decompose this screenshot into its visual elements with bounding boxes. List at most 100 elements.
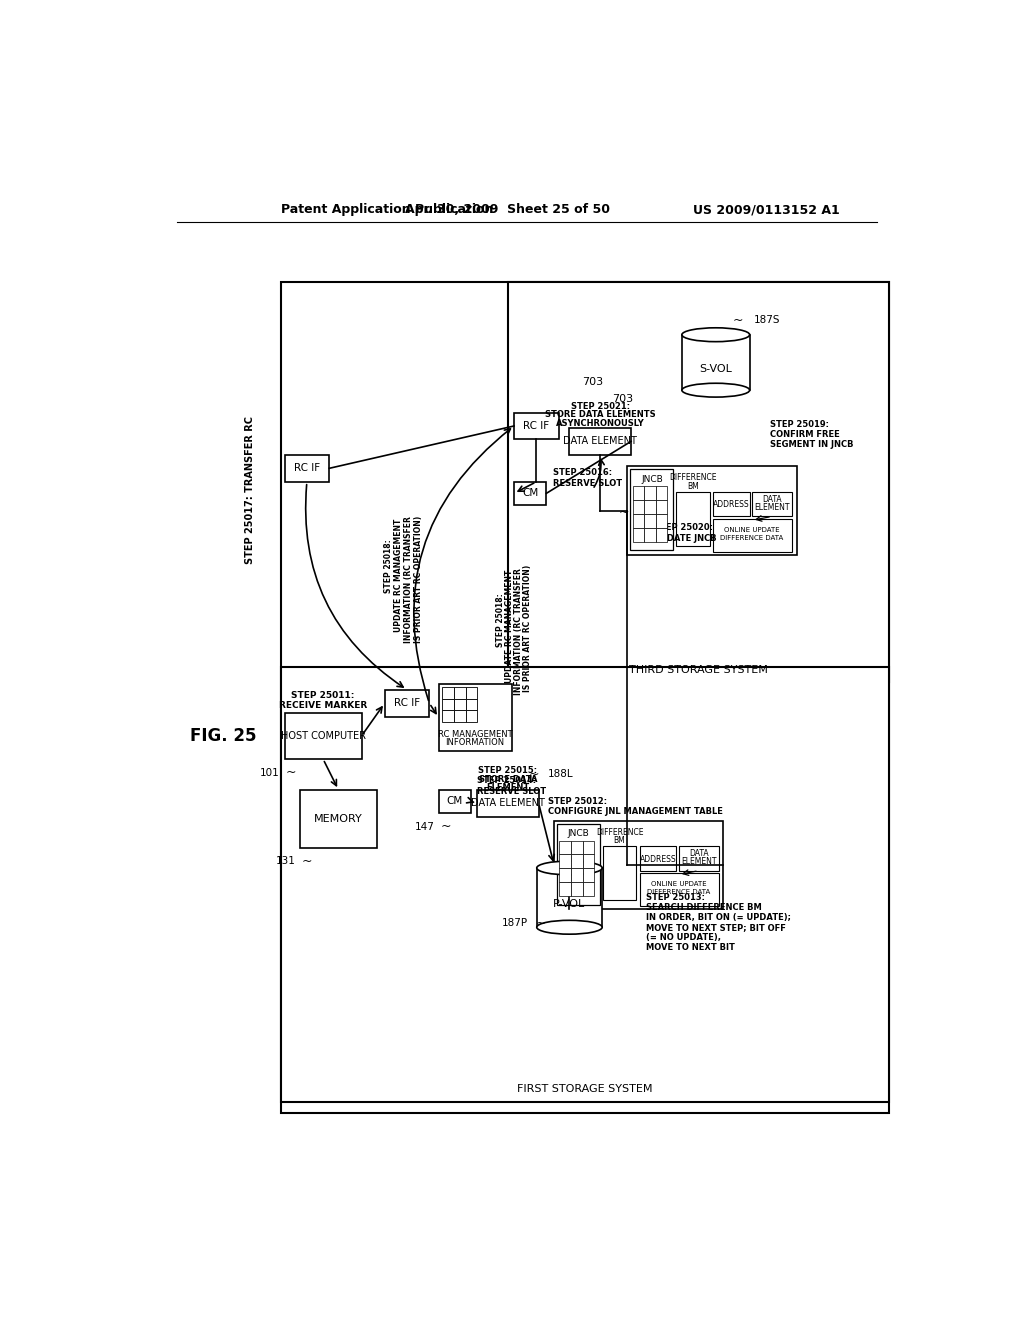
Text: INFORMATION (RC TRANSFER: INFORMATION (RC TRANSFER (404, 516, 413, 643)
Text: 703: 703 (611, 395, 633, 404)
Text: US 2009/0113152 A1: US 2009/0113152 A1 (692, 203, 840, 216)
Text: 101: 101 (260, 768, 280, 777)
Bar (285, 713, 361, 759)
Bar (571, 869, 583, 882)
Text: DIFFERENCE DATA: DIFFERENCE DATA (647, 890, 711, 895)
Bar (644, 500, 655, 513)
Bar (477, 789, 539, 817)
Text: RESERVE SLOT: RESERVE SLOT (477, 787, 546, 796)
Bar (655, 500, 668, 513)
Text: UPDATE RC MANAGEMENT: UPDATE RC MANAGEMENT (394, 519, 403, 632)
Bar (514, 482, 547, 506)
Text: 131: 131 (275, 857, 295, 866)
Text: DATA: DATA (689, 849, 709, 858)
Ellipse shape (537, 920, 602, 935)
Text: RECEIVE MARKER: RECEIVE MARKER (279, 701, 368, 710)
Bar (682, 335, 750, 391)
Text: UPDATE RC MANAGEMENT: UPDATE RC MANAGEMENT (505, 570, 514, 684)
Text: STEP 25020:: STEP 25020: (654, 524, 713, 532)
Text: CM: CM (522, 488, 539, 499)
Text: STEP 25019:: STEP 25019: (770, 420, 828, 429)
Text: HOST COMPUTER: HOST COMPUTER (281, 731, 366, 741)
Text: 187P: 187P (502, 919, 527, 928)
Text: MOVE TO NEXT BIT: MOVE TO NEXT BIT (646, 944, 735, 952)
Bar (655, 515, 668, 528)
Text: ONLINE UPDATE: ONLINE UPDATE (651, 880, 707, 887)
Text: STEP 25012:: STEP 25012: (548, 797, 607, 805)
Text: DIFFERENCE: DIFFERENCE (669, 474, 717, 482)
Bar (640, 846, 677, 871)
Bar (559, 841, 571, 854)
Bar (385, 689, 429, 717)
Text: RC IF: RC IF (523, 421, 550, 430)
Text: ELEMENT: ELEMENT (486, 783, 529, 792)
Bar (454, 700, 466, 710)
Text: SEARCH DIFFERENCE BM: SEARCH DIFFERENCE BM (646, 903, 762, 912)
Text: MEMORY: MEMORY (314, 813, 362, 824)
Text: RC IF: RC IF (394, 698, 420, 708)
Bar (454, 710, 466, 722)
Text: (= NO UPDATE),: (= NO UPDATE), (646, 933, 722, 942)
Text: FIRST STORAGE SYSTEM: FIRST STORAGE SYSTEM (517, 1084, 652, 1094)
Bar (438, 789, 471, 813)
Text: 187S: 187S (754, 315, 780, 325)
Text: RESERVE SLOT: RESERVE SLOT (553, 479, 622, 488)
Bar (466, 688, 477, 700)
Text: SEGMENT IN JNCB: SEGMENT IN JNCB (770, 440, 853, 449)
Text: RC IF: RC IF (294, 463, 319, 474)
Ellipse shape (682, 327, 750, 342)
Bar (676, 492, 710, 545)
Text: INFORMATION (RC TRANSFER: INFORMATION (RC TRANSFER (514, 569, 523, 696)
Text: DIFFERENCE DATA: DIFFERENCE DATA (720, 535, 783, 541)
Bar (583, 869, 594, 882)
Bar (628, 466, 797, 554)
Bar (679, 846, 719, 871)
Text: ELEMENT: ELEMENT (681, 857, 717, 866)
Text: UPDATE JNCB: UPDATE JNCB (654, 533, 717, 543)
Bar (633, 487, 644, 500)
Bar (752, 492, 792, 516)
Text: IS PRIOR ART RC OPERATION): IS PRIOR ART RC OPERATION) (523, 565, 532, 692)
Text: IS PRIOR ART RC OPERATION): IS PRIOR ART RC OPERATION) (414, 516, 423, 643)
Text: ~: ~ (441, 820, 452, 833)
Bar (644, 528, 655, 541)
Text: S-VOL: S-VOL (699, 363, 732, 374)
Bar (569, 428, 631, 455)
Bar (583, 854, 594, 869)
Text: Patent Application Publication: Patent Application Publication (281, 203, 494, 216)
Text: DATA ELEMENT: DATA ELEMENT (563, 437, 637, 446)
Text: ~: ~ (528, 768, 539, 781)
Bar (514, 412, 559, 440)
Text: ~: ~ (286, 767, 297, 779)
Bar (442, 710, 454, 722)
Bar (559, 882, 571, 896)
Bar (537, 869, 602, 927)
Text: DATA ELEMENT: DATA ELEMENT (471, 799, 545, 808)
Text: STEP 25018:: STEP 25018: (384, 540, 393, 594)
Text: JNCB: JNCB (568, 829, 590, 838)
Bar (633, 528, 644, 541)
Text: P-VOL: P-VOL (553, 899, 586, 908)
Text: STEP 25015:: STEP 25015: (478, 766, 538, 775)
Text: JNCB: JNCB (641, 475, 663, 484)
Bar (633, 500, 644, 513)
Text: STEP 25013:: STEP 25013: (646, 894, 706, 902)
Text: ~: ~ (733, 314, 743, 326)
Ellipse shape (537, 861, 602, 875)
Bar (631, 470, 674, 550)
Text: ~: ~ (536, 917, 546, 929)
Bar (559, 854, 571, 869)
Bar (571, 854, 583, 869)
Text: STEP 25017: TRANSFER RC: STEP 25017: TRANSFER RC (245, 416, 255, 564)
Text: FIG. 25: FIG. 25 (189, 727, 256, 744)
Text: THIRD STORAGE SYSTEM: THIRD STORAGE SYSTEM (629, 665, 768, 675)
Text: STORE DATA ELEMENTS: STORE DATA ELEMENTS (545, 411, 655, 420)
Text: CONFIGURE JNL MANAGEMENT TABLE: CONFIGURE JNL MANAGEMENT TABLE (548, 807, 723, 816)
Bar (559, 869, 571, 882)
Text: STEP 25011:: STEP 25011: (292, 692, 354, 701)
Text: ADDRESS: ADDRESS (640, 854, 676, 863)
Bar (655, 487, 668, 500)
Text: IN ORDER, BIT ON (= UPDATE);: IN ORDER, BIT ON (= UPDATE); (646, 913, 792, 923)
Bar (438, 684, 512, 751)
Bar (583, 882, 594, 896)
